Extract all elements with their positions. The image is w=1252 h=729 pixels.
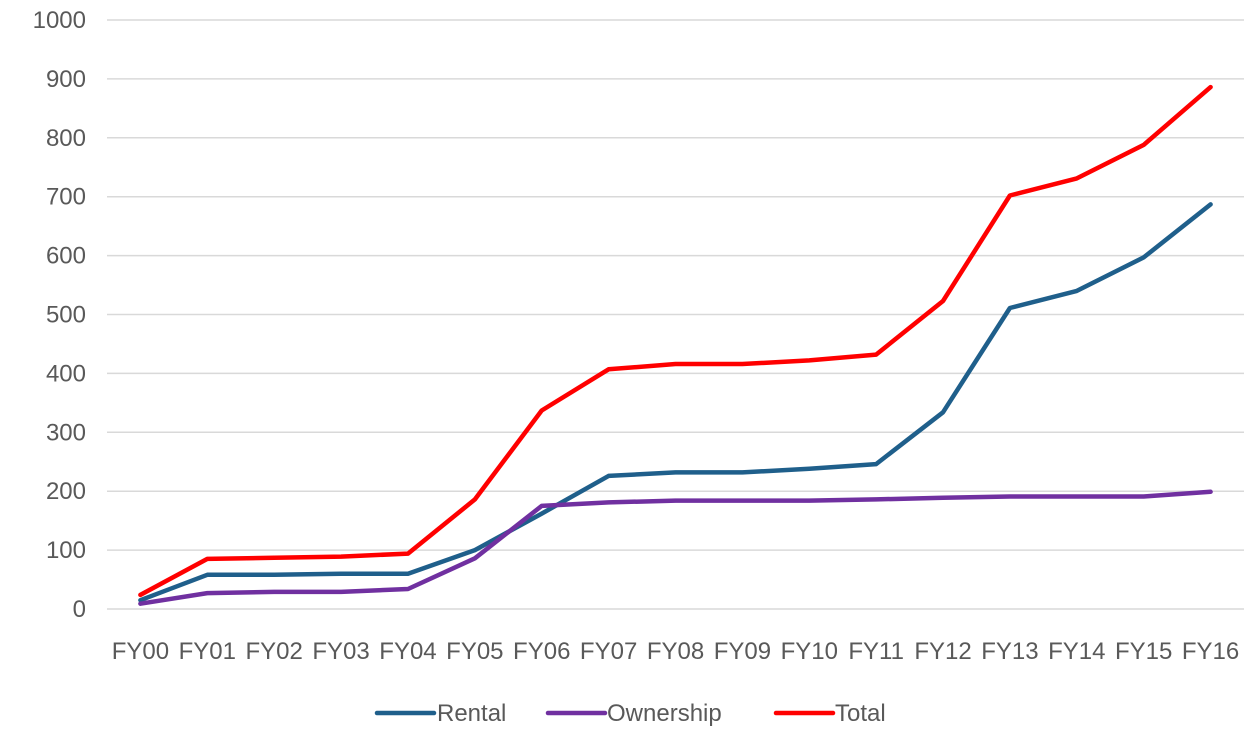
y-axis-tick-labels: 0 100 200 300 400 500 600 700 800 900 1000 [33,7,86,623]
series-line-ownership [138,489,1213,606]
legend-item-ownership: Ownership [545,700,722,727]
x-tick-label: FY04 [379,638,436,665]
y-tick-label: 100 [46,537,86,564]
x-tick-label: FY15 [1115,638,1172,665]
x-tick-label: FY08 [647,638,704,665]
legend-item-total: Total [773,700,886,727]
y-tick-label: 300 [46,419,86,446]
y-tick-label: 600 [46,243,86,270]
y-tick-label: 900 [46,66,86,93]
series-line-rental [138,202,1213,603]
x-tick-label: FY10 [781,638,838,665]
series-line-total [138,84,1213,598]
x-tick-label: FY12 [914,638,971,665]
y-tick-label: 200 [46,478,86,505]
x-tick-label: FY02 [246,638,303,665]
legend-label: Ownership [607,700,722,727]
legend: Rental Ownership Total [374,700,886,727]
y-tick-label: 400 [46,360,86,387]
legend-label: Rental [437,700,506,727]
y-tick-label: 1000 [33,7,86,34]
x-tick-label: FY13 [981,638,1038,665]
y-tick-label: 500 [46,302,86,329]
x-tick-label: FY03 [312,638,369,665]
x-tick-label: FY00 [112,638,169,665]
x-tick-label: FY01 [179,638,236,665]
legend-item-rental: Rental [374,700,506,727]
x-tick-label: FY05 [446,638,503,665]
y-tick-label: 700 [46,184,86,211]
series-lines [138,84,1213,606]
x-tick-label: FY11 [848,638,904,665]
x-tick-label: FY09 [714,638,771,665]
y-tick-label: 0 [73,596,86,623]
x-axis-tick-labels: FY00 FY01 FY02 FY03 FY04 FY05 FY06 FY07 FY08 FY09… [112,638,1239,665]
x-tick-label: FY06 [513,638,570,665]
legend-label: Total [835,700,886,727]
gridlines [107,19,1244,610]
y-tick-label: 800 [46,125,86,152]
x-tick-label: FY07 [580,638,637,665]
x-tick-label: FY14 [1048,638,1105,665]
x-tick-label: FY16 [1182,638,1239,665]
